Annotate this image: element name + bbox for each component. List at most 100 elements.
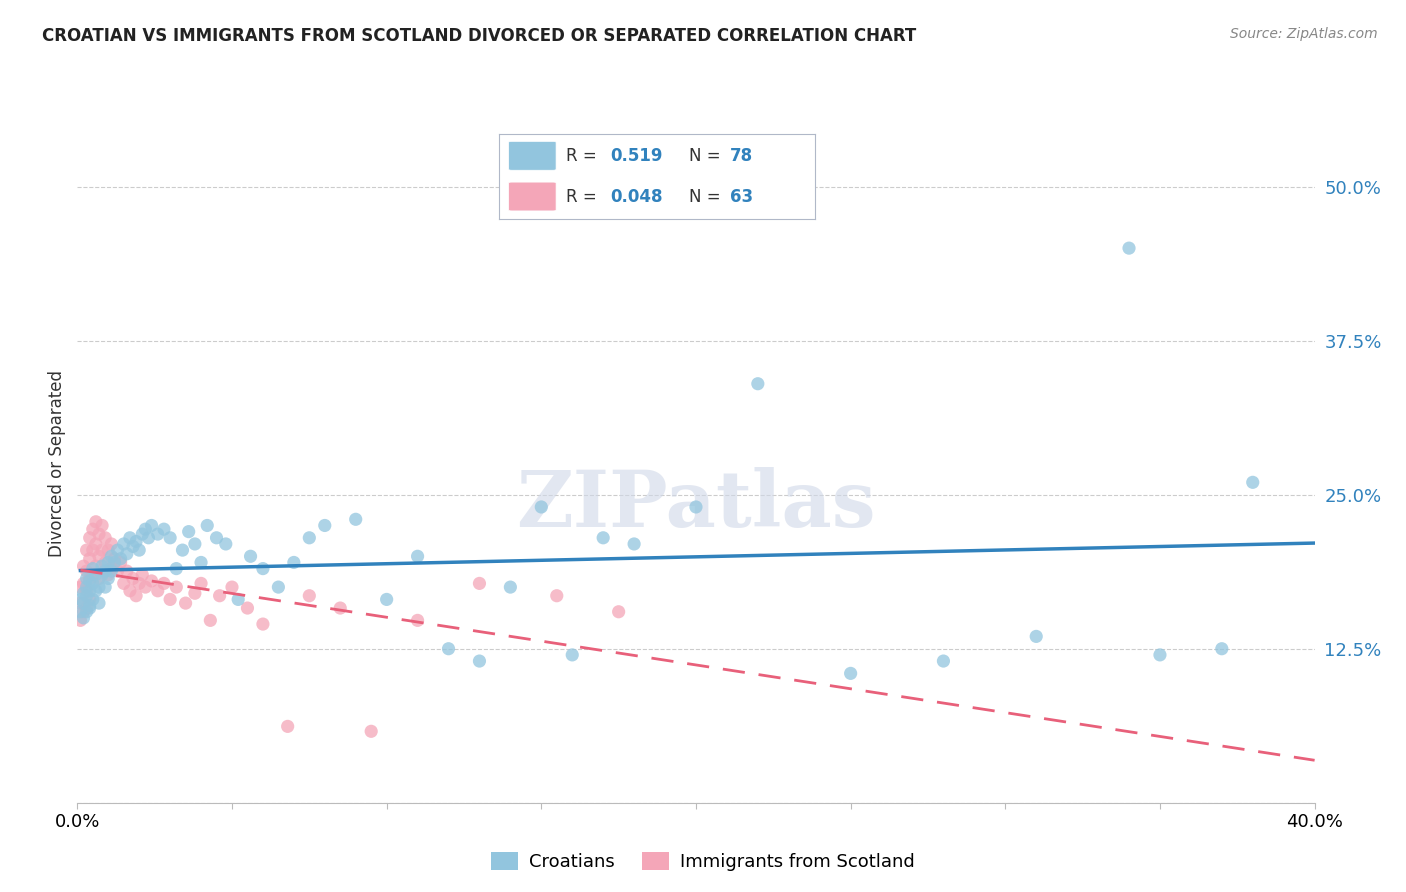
Point [153, 522, 176, 536]
Point [97, 556, 120, 570]
Point [91, 567, 114, 582]
Point [146, 527, 169, 541]
Point [174, 596, 197, 610]
Text: 0.519: 0.519 [610, 147, 662, 165]
Point [468, 576, 491, 591]
Point [94, 564, 117, 578]
Point [72, 576, 94, 591]
Point [107, 564, 129, 578]
Point [239, 549, 262, 564]
Text: Source: ZipAtlas.com: Source: ZipAtlas.com [1230, 27, 1378, 41]
Point [82, 561, 104, 575]
Point [1118, 241, 1140, 255]
Point [79, 592, 101, 607]
Point [236, 601, 259, 615]
Point [184, 537, 207, 551]
Point [1025, 629, 1047, 643]
Point [375, 592, 398, 607]
Point [107, 543, 129, 558]
Point [82, 543, 104, 558]
Point [100, 561, 122, 575]
Point [79, 531, 101, 545]
Point [87, 596, 110, 610]
Point [205, 531, 228, 545]
Point [91, 543, 114, 558]
Point [122, 540, 145, 554]
Point [118, 583, 141, 598]
Point [360, 724, 382, 739]
Legend: Croatians, Immigrants from Scotland: Croatians, Immigrants from Scotland [484, 845, 922, 879]
Point [283, 556, 305, 570]
Point [747, 376, 769, 391]
Point [128, 543, 150, 558]
Point [138, 531, 160, 545]
Point [87, 572, 110, 586]
Point [79, 601, 101, 615]
Point [146, 583, 169, 598]
Point [277, 719, 299, 733]
Point [215, 537, 238, 551]
Point [94, 556, 117, 570]
Point [177, 524, 200, 539]
Point [91, 518, 114, 533]
Point [134, 580, 156, 594]
Point [252, 561, 274, 575]
Text: N =: N = [689, 147, 725, 165]
FancyBboxPatch shape [509, 182, 557, 211]
Point [97, 572, 120, 586]
Point [122, 572, 145, 586]
Y-axis label: Divorced or Separated: Divorced or Separated [48, 370, 66, 558]
Point [298, 589, 321, 603]
Point [87, 549, 110, 564]
Point [141, 574, 163, 588]
Point [252, 617, 274, 632]
Point [1211, 641, 1233, 656]
Point [79, 572, 101, 586]
Point [125, 589, 148, 603]
Point [76, 572, 98, 586]
Point [1241, 475, 1264, 490]
Point [69, 596, 91, 610]
Point [592, 531, 614, 545]
Point [221, 580, 243, 594]
Text: N =: N = [689, 187, 725, 205]
Point [72, 559, 94, 574]
Point [103, 556, 125, 570]
Text: 78: 78 [730, 147, 754, 165]
Point [94, 531, 117, 545]
Point [499, 580, 522, 594]
Point [110, 556, 132, 570]
Point [131, 567, 153, 582]
Point [530, 500, 553, 514]
Text: 63: 63 [730, 187, 754, 205]
Point [208, 589, 231, 603]
Point [82, 522, 104, 536]
Point [97, 543, 120, 558]
Point [115, 547, 138, 561]
Point [72, 611, 94, 625]
Point [72, 596, 94, 610]
Text: CROATIAN VS IMMIGRANTS FROM SCOTLAND DIVORCED OR SEPARATED CORRELATION CHART: CROATIAN VS IMMIGRANTS FROM SCOTLAND DIV… [42, 27, 917, 45]
Point [69, 613, 91, 627]
Text: R =: R = [565, 147, 602, 165]
Point [267, 580, 290, 594]
Point [195, 518, 218, 533]
Point [112, 537, 135, 551]
Point [190, 556, 212, 570]
Point [128, 576, 150, 591]
Point [76, 605, 98, 619]
Point [159, 592, 181, 607]
Point [69, 580, 91, 594]
Text: ZIPatlas: ZIPatlas [516, 467, 876, 542]
Point [100, 537, 122, 551]
Point [87, 527, 110, 541]
Point [134, 522, 156, 536]
Point [94, 580, 117, 594]
Point [118, 531, 141, 545]
Point [623, 537, 645, 551]
Point [97, 567, 120, 582]
Point [76, 589, 98, 603]
Point [932, 654, 955, 668]
Point [1149, 648, 1171, 662]
Point [76, 583, 98, 598]
